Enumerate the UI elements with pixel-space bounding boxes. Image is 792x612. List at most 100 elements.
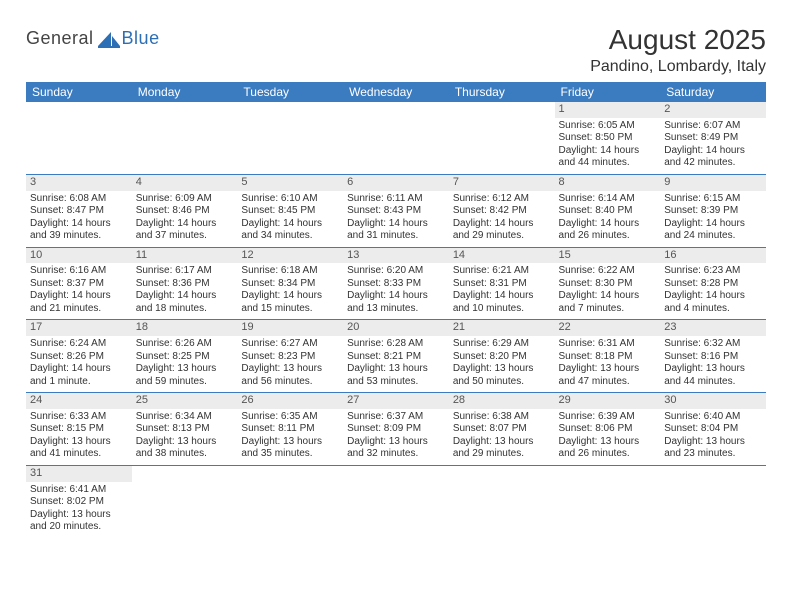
sunset-text: Sunset: 8:11 PM xyxy=(241,423,339,436)
sunrise-text: Sunrise: 6:33 AM xyxy=(30,411,128,424)
day-info-cell: Sunrise: 6:28 AMSunset: 8:21 PMDaylight:… xyxy=(343,336,449,393)
daylight-text: Daylight: 13 hours xyxy=(453,436,551,449)
day-number-cell: 18 xyxy=(132,320,238,336)
day-number-cell xyxy=(449,102,555,118)
sunrise-text: Sunrise: 6:07 AM xyxy=(664,120,762,133)
daylight-text: and 24 minutes. xyxy=(664,230,762,243)
day-info-cell: Sunrise: 6:11 AMSunset: 8:43 PMDaylight:… xyxy=(343,191,449,248)
day-number-cell: 17 xyxy=(26,320,132,336)
day-number-cell xyxy=(449,465,555,481)
day-info-cell xyxy=(660,482,766,538)
day-info-cell: Sunrise: 6:39 AMSunset: 8:06 PMDaylight:… xyxy=(555,409,661,466)
day-info-cell xyxy=(343,482,449,538)
sunset-text: Sunset: 8:28 PM xyxy=(664,278,762,291)
weekday-head: Sunday xyxy=(26,82,132,102)
page-header: General Blue August 2025 Pandino, Lombar… xyxy=(26,24,766,76)
day-number-cell: 2 xyxy=(660,102,766,118)
sunrise-text: Sunrise: 6:37 AM xyxy=(347,411,445,424)
sunrise-text: Sunrise: 6:41 AM xyxy=(30,484,128,497)
day-info-cell: Sunrise: 6:34 AMSunset: 8:13 PMDaylight:… xyxy=(132,409,238,466)
daylight-text: and 29 minutes. xyxy=(453,448,551,461)
day-number-cell: 28 xyxy=(449,393,555,409)
daylight-text: Daylight: 14 hours xyxy=(136,290,234,303)
sunset-text: Sunset: 8:46 PM xyxy=(136,205,234,218)
day-number-cell: 20 xyxy=(343,320,449,336)
sunset-text: Sunset: 8:47 PM xyxy=(30,205,128,218)
day-info-cell: Sunrise: 6:41 AMSunset: 8:02 PMDaylight:… xyxy=(26,482,132,538)
daylight-text: and 44 minutes. xyxy=(559,157,657,170)
sunrise-text: Sunrise: 6:35 AM xyxy=(241,411,339,424)
day-info-cell: Sunrise: 6:23 AMSunset: 8:28 PMDaylight:… xyxy=(660,263,766,320)
day-number-cell xyxy=(132,102,238,118)
daylight-text: and 26 minutes. xyxy=(559,230,657,243)
daylight-text: and 44 minutes. xyxy=(664,376,762,389)
day-info-row: Sunrise: 6:41 AMSunset: 8:02 PMDaylight:… xyxy=(26,482,766,538)
logo-text-blue: Blue xyxy=(122,28,160,49)
sunset-text: Sunset: 8:30 PM xyxy=(559,278,657,291)
day-info-cell: Sunrise: 6:07 AMSunset: 8:49 PMDaylight:… xyxy=(660,118,766,175)
daylight-text: and 21 minutes. xyxy=(30,303,128,316)
sunset-text: Sunset: 8:20 PM xyxy=(453,351,551,364)
day-info-cell xyxy=(343,118,449,175)
sunset-text: Sunset: 8:39 PM xyxy=(664,205,762,218)
day-number-cell xyxy=(132,465,238,481)
daylight-text: Daylight: 14 hours xyxy=(347,218,445,231)
day-info-cell: Sunrise: 6:40 AMSunset: 8:04 PMDaylight:… xyxy=(660,409,766,466)
day-info-cell: Sunrise: 6:17 AMSunset: 8:36 PMDaylight:… xyxy=(132,263,238,320)
daylight-text: and 4 minutes. xyxy=(664,303,762,316)
day-number-cell: 1 xyxy=(555,102,661,118)
daynum-row: 3456789 xyxy=(26,174,766,190)
sunrise-text: Sunrise: 6:22 AM xyxy=(559,265,657,278)
sunset-text: Sunset: 8:15 PM xyxy=(30,423,128,436)
daylight-text: and 29 minutes. xyxy=(453,230,551,243)
sunrise-text: Sunrise: 6:21 AM xyxy=(453,265,551,278)
day-info-cell: Sunrise: 6:12 AMSunset: 8:42 PMDaylight:… xyxy=(449,191,555,248)
day-info-row: Sunrise: 6:16 AMSunset: 8:37 PMDaylight:… xyxy=(26,263,766,320)
daylight-text: and 23 minutes. xyxy=(664,448,762,461)
weekday-head: Saturday xyxy=(660,82,766,102)
day-info-cell: Sunrise: 6:38 AMSunset: 8:07 PMDaylight:… xyxy=(449,409,555,466)
sunset-text: Sunset: 8:13 PM xyxy=(136,423,234,436)
sunset-text: Sunset: 8:40 PM xyxy=(559,205,657,218)
sunset-text: Sunset: 8:07 PM xyxy=(453,423,551,436)
sunset-text: Sunset: 8:49 PM xyxy=(664,132,762,145)
sunrise-text: Sunrise: 6:10 AM xyxy=(241,193,339,206)
day-info-cell: Sunrise: 6:26 AMSunset: 8:25 PMDaylight:… xyxy=(132,336,238,393)
day-number-cell: 29 xyxy=(555,393,661,409)
day-info-cell: Sunrise: 6:37 AMSunset: 8:09 PMDaylight:… xyxy=(343,409,449,466)
day-info-cell xyxy=(449,118,555,175)
daylight-text: and 31 minutes. xyxy=(347,230,445,243)
day-number-cell: 15 xyxy=(555,247,661,263)
day-info-cell xyxy=(555,482,661,538)
daylight-text: and 15 minutes. xyxy=(241,303,339,316)
daylight-text: and 53 minutes. xyxy=(347,376,445,389)
day-info-cell: Sunrise: 6:15 AMSunset: 8:39 PMDaylight:… xyxy=(660,191,766,248)
day-number-cell: 13 xyxy=(343,247,449,263)
daylight-text: and 20 minutes. xyxy=(30,521,128,534)
weekday-head: Wednesday xyxy=(343,82,449,102)
daylight-text: and 7 minutes. xyxy=(559,303,657,316)
day-number-cell: 23 xyxy=(660,320,766,336)
day-number-cell: 31 xyxy=(26,465,132,481)
sunrise-text: Sunrise: 6:12 AM xyxy=(453,193,551,206)
day-number-cell: 8 xyxy=(555,174,661,190)
sunset-text: Sunset: 8:36 PM xyxy=(136,278,234,291)
day-number-cell xyxy=(555,465,661,481)
weekday-head: Friday xyxy=(555,82,661,102)
day-info-cell: Sunrise: 6:09 AMSunset: 8:46 PMDaylight:… xyxy=(132,191,238,248)
daynum-row: 24252627282930 xyxy=(26,393,766,409)
day-number-cell: 14 xyxy=(449,247,555,263)
calendar-page: General Blue August 2025 Pandino, Lombar… xyxy=(0,0,792,538)
day-number-cell: 5 xyxy=(237,174,343,190)
day-info-cell: Sunrise: 6:22 AMSunset: 8:30 PMDaylight:… xyxy=(555,263,661,320)
daylight-text: Daylight: 14 hours xyxy=(664,290,762,303)
day-number-cell xyxy=(343,102,449,118)
daylight-text: and 39 minutes. xyxy=(30,230,128,243)
sunrise-text: Sunrise: 6:27 AM xyxy=(241,338,339,351)
day-info-cell: Sunrise: 6:10 AMSunset: 8:45 PMDaylight:… xyxy=(237,191,343,248)
day-info-cell xyxy=(237,482,343,538)
daylight-text: and 10 minutes. xyxy=(453,303,551,316)
sunrise-text: Sunrise: 6:34 AM xyxy=(136,411,234,424)
sunrise-text: Sunrise: 6:28 AM xyxy=(347,338,445,351)
sunset-text: Sunset: 8:33 PM xyxy=(347,278,445,291)
